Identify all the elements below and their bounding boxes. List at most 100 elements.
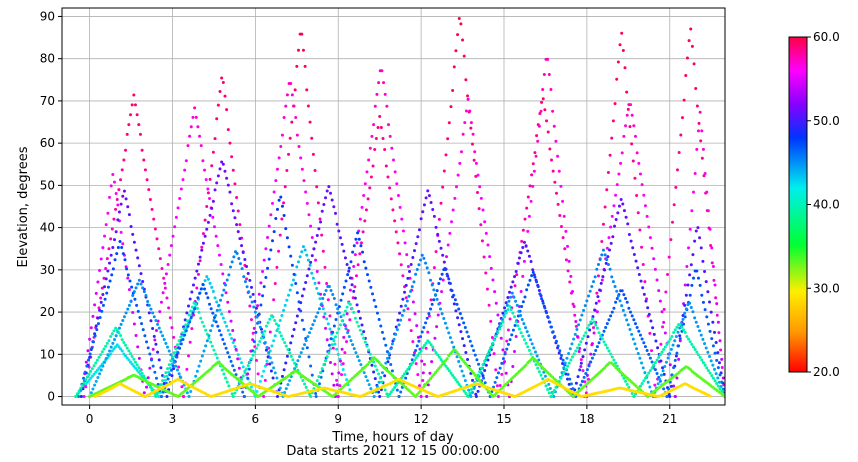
data-point — [667, 255, 671, 259]
data-point — [559, 376, 563, 380]
data-point — [633, 392, 637, 396]
data-point — [152, 334, 156, 338]
data-point — [659, 373, 663, 377]
data-point — [318, 297, 322, 301]
data-point — [414, 242, 418, 246]
data-point — [363, 182, 367, 186]
data-point — [414, 395, 418, 399]
data-point — [83, 370, 87, 374]
data-point — [367, 348, 371, 352]
data-point — [120, 168, 124, 172]
data-point — [432, 298, 436, 302]
data-point — [677, 150, 681, 154]
data-point — [294, 116, 298, 120]
data-point — [454, 309, 458, 313]
data-point — [206, 277, 210, 281]
data-point — [494, 301, 498, 305]
data-point — [350, 306, 354, 310]
data-point — [605, 346, 609, 350]
data-point — [414, 356, 418, 360]
data-point — [179, 376, 183, 380]
data-point — [415, 268, 419, 272]
data-point — [531, 270, 535, 274]
data-point — [163, 281, 167, 285]
data-point — [442, 317, 446, 320]
data-point — [583, 348, 587, 352]
x-tick-label: 21 — [662, 412, 677, 426]
data-point — [621, 308, 625, 312]
data-point — [373, 364, 377, 368]
data-point — [280, 374, 284, 378]
data-point — [254, 330, 258, 334]
data-point — [309, 395, 313, 399]
data-point — [450, 289, 454, 293]
data-point — [181, 178, 185, 182]
data-point — [614, 300, 618, 304]
data-point — [380, 380, 384, 384]
data-point — [187, 354, 191, 358]
data-point — [422, 362, 426, 366]
data-point — [625, 318, 629, 322]
data-point — [599, 334, 603, 338]
data-point — [628, 125, 632, 129]
data-point — [230, 202, 234, 206]
data-point — [534, 363, 538, 367]
data-point — [384, 361, 388, 365]
data-point — [319, 220, 323, 224]
data-point — [242, 395, 246, 399]
data-point — [336, 307, 340, 311]
data-point — [662, 348, 666, 352]
data-point — [645, 348, 649, 352]
data-point — [219, 333, 223, 337]
data-point — [585, 368, 589, 372]
data-point — [98, 308, 102, 312]
data-point — [513, 275, 516, 279]
data-point — [227, 273, 231, 277]
data-point — [182, 395, 186, 399]
data-point — [372, 395, 376, 399]
data-point — [213, 296, 217, 300]
data-point — [459, 330, 463, 334]
data-point — [610, 214, 614, 218]
data-point — [688, 340, 692, 344]
data-point — [135, 303, 139, 307]
data-point — [136, 309, 140, 313]
data-point — [434, 250, 438, 254]
data-point — [241, 374, 245, 378]
data-point — [316, 201, 320, 205]
data-point — [109, 237, 113, 241]
data-point — [259, 281, 263, 285]
data-point — [609, 225, 613, 229]
data-point — [203, 287, 207, 291]
data-point — [442, 260, 446, 264]
data-point — [432, 266, 436, 270]
data-point — [252, 305, 256, 309]
data-point — [468, 367, 472, 371]
data-point — [258, 325, 262, 329]
data-point — [605, 246, 609, 250]
data-point — [429, 298, 433, 302]
data-point — [368, 146, 372, 150]
data-point — [509, 285, 513, 289]
data-point — [88, 337, 92, 341]
data-point — [221, 272, 225, 276]
data-point — [170, 326, 174, 330]
data-point — [130, 285, 134, 289]
data-point — [600, 239, 604, 243]
data-point — [523, 217, 527, 221]
data-point — [238, 237, 242, 241]
data-point — [225, 380, 229, 384]
data-point — [625, 113, 629, 117]
data-point — [631, 337, 635, 341]
data-point — [600, 253, 604, 257]
data-point — [266, 266, 270, 270]
data-point — [679, 133, 683, 137]
data-point — [265, 346, 269, 350]
data-point — [238, 357, 242, 361]
data-point — [678, 337, 682, 341]
data-point — [672, 366, 676, 370]
data-point — [121, 194, 125, 198]
data-point — [520, 239, 524, 243]
data-point — [391, 208, 395, 212]
data-point — [262, 369, 266, 373]
